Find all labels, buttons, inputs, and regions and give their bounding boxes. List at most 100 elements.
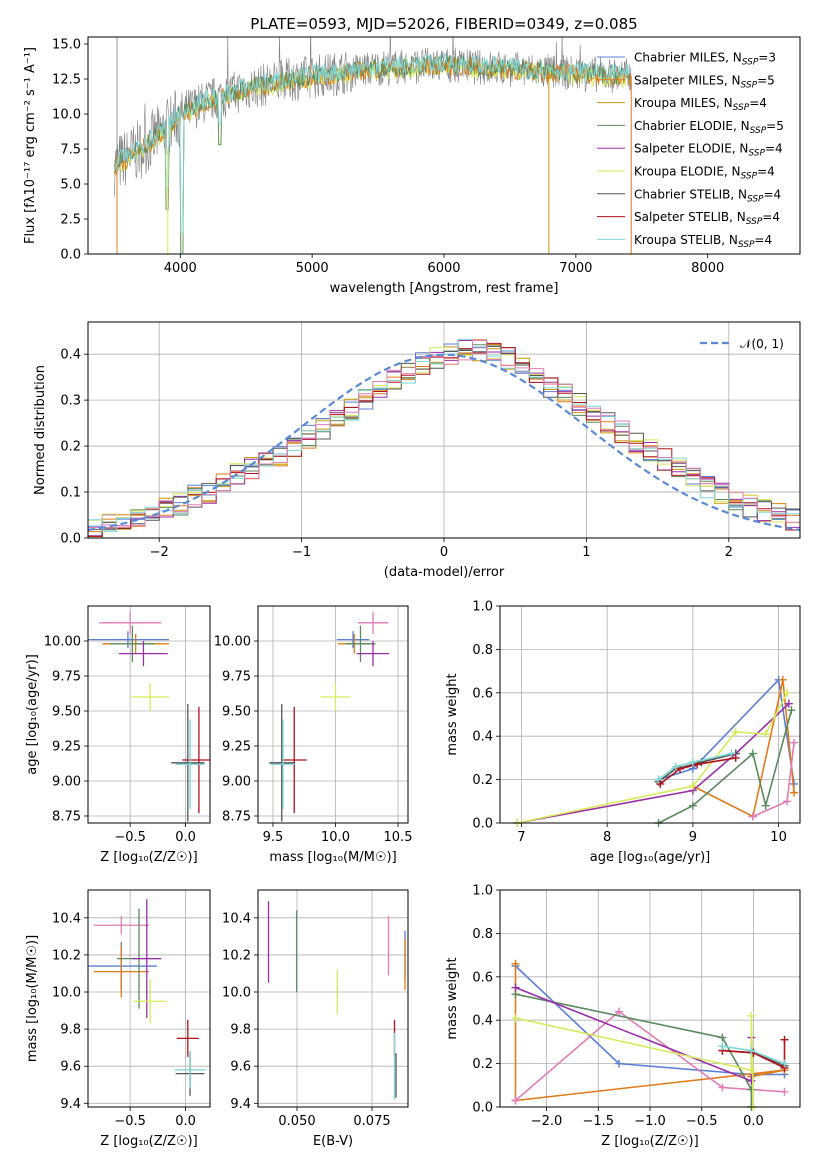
- legend-label: Salpeter STELIB, NSSP=4: [634, 210, 780, 227]
- mass-vs-ebv-panel: 0.050 0.075 9.4 9.6 9.8 10.0 10.2 10.4 E(B-V): [222, 889, 409, 1149]
- x-tick-label: −0.5: [114, 830, 146, 845]
- y-tick-label: 2.5: [60, 213, 81, 228]
- legend-label: Chabrier ELODIE, NSSP=5: [634, 119, 784, 136]
- mass-weight-marker: [731, 727, 740, 736]
- mass-weight-marker: [727, 749, 736, 758]
- mass-weight-series-line: [658, 752, 736, 783]
- legend-label: Chabrier STELIB, NSSP=4: [634, 187, 781, 204]
- mass-weight-series-line: [514, 963, 785, 1102]
- y-tick-label: 9.6: [230, 1060, 251, 1075]
- y-tick-label: 10.00: [44, 635, 81, 650]
- mass-weight-marker: [671, 762, 680, 771]
- y-axis-label: mass weight: [445, 673, 460, 755]
- y-tick-label: 0.0: [60, 248, 81, 263]
- mass-weight-marker: [790, 788, 798, 797]
- x-axis-label: Z [log₁₀(Z/Z☉)]: [100, 1134, 197, 1149]
- y-tick-label: 0.6: [472, 970, 493, 985]
- x-tick-label: 9.5: [263, 830, 284, 845]
- axes-frame: [87, 321, 801, 539]
- mass-weight-marker: [783, 797, 792, 806]
- x-tick-label: 5000: [296, 261, 329, 276]
- legend-label: Kroupa STELIB, NSSP=4: [634, 233, 772, 250]
- y-tick-label: 9.50: [222, 705, 251, 720]
- mass-weight-marker: [780, 1087, 789, 1096]
- y-tick-label: 9.4: [230, 1097, 251, 1112]
- y-tick-label: 5.0: [60, 178, 81, 193]
- mass-weight-marker: [654, 775, 663, 784]
- legend-label: Kroupa MILES, NSSP=4: [634, 96, 767, 113]
- y-tick-label: 0.2: [472, 773, 493, 788]
- x-axis-label: mass [log₁₀(M/M☉)]: [269, 850, 396, 865]
- axes-frame: [499, 605, 801, 824]
- y-tick-label: 10.0: [52, 986, 81, 1001]
- x-axis-label: (data-model)/error: [384, 565, 505, 580]
- y-axis-label: age [log₁₀(age/yr)]: [25, 654, 40, 775]
- x-tick-label: 0.050: [278, 1114, 315, 1129]
- x-tick-label: 6000: [427, 261, 460, 276]
- mass-weight-series-line: [658, 752, 732, 781]
- mass-weight-marker: [688, 801, 697, 810]
- figure-title: PLATE=0593, MJD=52026, FIBERID=0349, z=0…: [250, 15, 637, 33]
- x-tick-label: 8: [603, 830, 611, 845]
- axes-frame: [87, 605, 211, 824]
- mass-weight-marker: [761, 801, 770, 810]
- mass-weight-marker: [790, 738, 798, 747]
- x-tick-label: −1.0: [634, 1114, 666, 1129]
- mass-weight-series-line: [515, 1015, 755, 1108]
- y-tick-label: 0.4: [472, 1014, 493, 1029]
- y-axis-label: mass weight: [445, 957, 460, 1039]
- x-tick-label: 0.0: [175, 830, 196, 845]
- y-tick-label: 15.0: [52, 38, 81, 53]
- legend-label: Salpeter MILES, NSSP=5: [634, 73, 775, 90]
- y-tick-label: 9.50: [52, 705, 81, 720]
- y-tick-label: 9.75: [52, 670, 81, 685]
- mass-weight-series-line: [516, 703, 790, 824]
- y-tick-label: 0.2: [60, 440, 81, 455]
- x-tick-label: 8000: [691, 261, 724, 276]
- mass-weight-series-line: [514, 965, 785, 1076]
- mass-weight-marker: [718, 1083, 727, 1092]
- y-tick-label: 10.4: [222, 911, 251, 926]
- mass-weight-marker: [511, 1014, 520, 1023]
- y-tick-label: 10.00: [214, 635, 251, 650]
- normal-curve: [87, 353, 801, 531]
- data-spectrum-line: [114, 37, 632, 197]
- y-tick-label: 0.0: [60, 532, 81, 547]
- y-axis-label: Normed distribution: [33, 365, 48, 495]
- y-tick-label: 0.6: [472, 686, 493, 701]
- mass-weight-marker: [656, 779, 665, 788]
- x-tick-label: 9: [689, 830, 697, 845]
- x-tick-label: 10.5: [384, 830, 413, 845]
- y-tick-label: 10.2: [222, 948, 251, 963]
- axes-frame: [499, 889, 801, 1108]
- y-tick-label: 10.0: [52, 108, 81, 123]
- y-tick-label: 0.0: [472, 1101, 493, 1116]
- mass-weight-marker: [747, 1076, 756, 1085]
- y-tick-label: 10.4: [52, 911, 81, 926]
- mass-weight-vs-metallicity-panel: −2.0 −1.5 −1.0 −0.5 0.0 0.0 0.2 0.4 0.6 0.8 1.0 Z […: [445, 884, 801, 1149]
- y-tick-label: 9.00: [222, 775, 251, 790]
- x-tick-label: −2.0: [531, 1114, 563, 1129]
- y-tick-label: 8.75: [52, 810, 81, 825]
- x-tick-label: −0.5: [686, 1114, 718, 1129]
- legend-label: Chabrier MILES, NSSP=3: [634, 51, 776, 68]
- y-tick-label: 9.8: [230, 1023, 251, 1038]
- x-axis-label: age [log₁₀(age/yr)]: [590, 850, 711, 865]
- mass-weight-marker: [748, 749, 757, 758]
- axes-frame: [257, 889, 409, 1108]
- x-tick-label: 10: [770, 830, 787, 845]
- y-tick-label: 12.5: [52, 73, 81, 88]
- y-tick-label: 7.5: [60, 143, 81, 158]
- y-tick-label: 0.8: [472, 927, 493, 942]
- y-axis-label: mass [log₁₀(M/M☉)]: [25, 935, 40, 1062]
- x-tick-label: 0.0: [743, 1114, 764, 1129]
- mass-weight-marker: [511, 1096, 520, 1105]
- x-tick-label: 1: [582, 545, 590, 560]
- legend-label: Salpeter ELODIE, NSSP=4: [634, 142, 783, 159]
- x-tick-label: 2: [725, 545, 733, 560]
- x-tick-label: −0.5: [114, 1114, 146, 1129]
- mass-weight-marker: [783, 688, 792, 697]
- mass-weight-marker: [614, 1059, 623, 1068]
- x-axis-label: E(B-V): [313, 1134, 353, 1149]
- axes-frame: [87, 889, 211, 1108]
